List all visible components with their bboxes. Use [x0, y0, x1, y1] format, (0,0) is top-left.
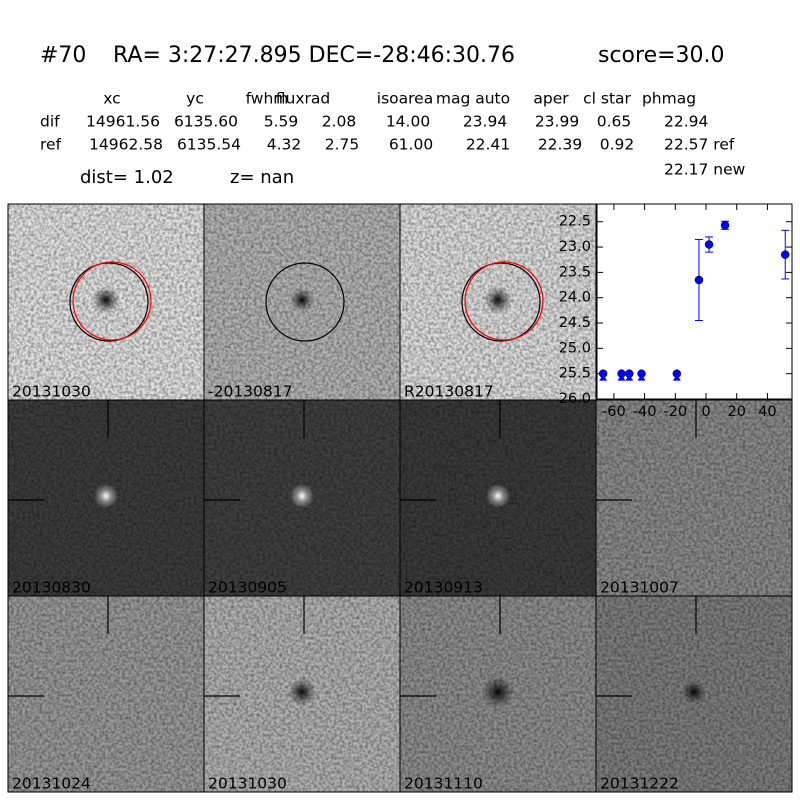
- image-noise: [596, 400, 792, 596]
- source: [682, 680, 706, 704]
- panel-label: 20131030: [12, 383, 91, 401]
- panel-frame: [595, 595, 793, 793]
- row-label: ref: [40, 136, 62, 154]
- table-cell: 22.94: [664, 113, 708, 131]
- table-cell: 2.75: [325, 136, 360, 154]
- y-tick-label: 23.0: [559, 239, 591, 255]
- column-header: aper: [533, 90, 569, 108]
- data-point: [720, 221, 730, 230]
- column-header: mag auto: [436, 90, 510, 108]
- row-label: dif: [40, 113, 60, 131]
- data-point: [672, 369, 682, 378]
- panel-label: 20130830: [12, 579, 91, 597]
- column-header: fluxrad: [276, 90, 330, 108]
- x-tick-label: -40: [633, 404, 657, 420]
- source: [482, 676, 514, 708]
- data-point: [704, 240, 714, 249]
- aperture-black: [69, 262, 149, 342]
- x-tick-label: 0: [701, 404, 710, 420]
- y-tick-label: 24.5: [559, 315, 591, 331]
- z-value: z= nan: [230, 167, 294, 188]
- source: [290, 288, 314, 312]
- column-header: isoarea: [377, 90, 433, 108]
- x-tick-label: -20: [663, 404, 687, 420]
- y-tick-label: 23.5: [559, 264, 591, 280]
- aperture-red: [464, 261, 544, 341]
- data-point: [637, 369, 646, 378]
- table-cell: 22.41: [466, 136, 510, 154]
- panel-label: 20131024: [12, 775, 91, 793]
- data-point: [624, 369, 634, 378]
- column-header: xc: [103, 90, 120, 108]
- data-point: [617, 369, 626, 378]
- table-cell: 23.99: [535, 113, 579, 131]
- aperture-black: [265, 262, 345, 342]
- panel-label: 20131030: [208, 775, 287, 793]
- coordinates: RA= 3:27:27.895 DEC=-28:46:30.76: [113, 43, 515, 68]
- table-cell: 6135.54: [177, 136, 241, 154]
- y-tick-label: 24.0: [559, 290, 591, 306]
- plot-area: [596, 203, 793, 400]
- panel-label: 20131007: [600, 579, 679, 597]
- phmag-new: 22.17 new: [664, 161, 746, 179]
- table-cell: 22.39: [538, 136, 582, 154]
- panel-label: 20130905: [208, 579, 287, 597]
- panel-label: R20130817: [404, 383, 494, 401]
- image-noise: [8, 596, 204, 792]
- x-tick-label: -60: [602, 404, 626, 420]
- panels: 20131030 -20130817 R20130817 20130830 201309…: [7, 203, 793, 793]
- table-cell: 14962.58: [89, 136, 163, 154]
- source: [288, 678, 316, 706]
- object-id: #70: [40, 43, 86, 68]
- y-tick-label: 25.5: [559, 366, 591, 382]
- column-header: phmag: [642, 90, 696, 108]
- table-cell: 14961.56: [86, 113, 160, 131]
- dist: dist= 1.02: [80, 167, 174, 188]
- source: [486, 484, 510, 508]
- y-tick-label: 25.0: [559, 340, 591, 356]
- table-cell: 2.08: [322, 113, 357, 131]
- x-tick-label: 40: [758, 404, 776, 420]
- table-cell: 22.57 ref: [664, 136, 735, 154]
- source: [94, 484, 118, 508]
- table-cell: 23.94: [463, 113, 507, 131]
- source: [484, 286, 512, 314]
- table-cell: 0.65: [597, 113, 632, 131]
- table-cell: 14.00: [386, 113, 430, 131]
- data-point: [694, 275, 704, 285]
- panel-label: 20131222: [600, 775, 679, 793]
- panel-label: 20130913: [404, 579, 483, 597]
- y-tick-label: 26.0: [559, 391, 591, 407]
- column-header: cl star: [583, 90, 631, 108]
- score: score=30.0: [598, 43, 725, 68]
- source: [92, 286, 120, 314]
- table-cell: 4.32: [267, 136, 302, 154]
- data-point: [780, 250, 790, 259]
- table-cell: 6135.60: [174, 113, 238, 131]
- table-cell: 61.00: [389, 136, 433, 154]
- column-header: fwhm: [246, 90, 289, 108]
- aperture-black: [461, 262, 541, 342]
- data-point: [598, 369, 608, 378]
- table-cell: 0.92: [600, 136, 635, 154]
- column-header: yc: [186, 90, 204, 108]
- table-cell: 5.59: [264, 113, 299, 131]
- panel-label: 20131110: [404, 775, 483, 793]
- panel-label: -20130817: [208, 383, 293, 401]
- y-tick-label: 22.5: [559, 214, 591, 230]
- aperture-red: [72, 261, 152, 341]
- source: [290, 484, 314, 508]
- x-tick-label: 20: [727, 404, 745, 420]
